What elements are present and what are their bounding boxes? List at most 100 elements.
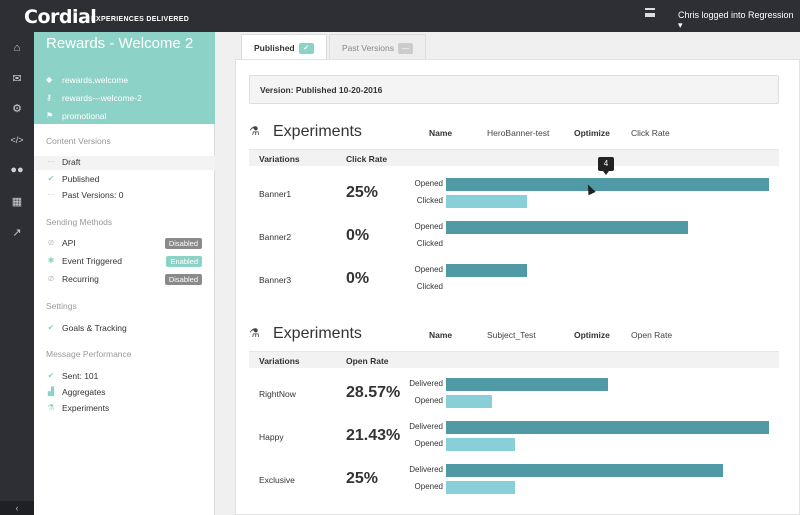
sending-method-label: API bbox=[62, 238, 76, 248]
flask-icon: ⚗ bbox=[47, 403, 55, 412]
settings-heading: Settings bbox=[46, 301, 77, 311]
disabled-icon: ⊘ bbox=[47, 274, 55, 283]
home-icon[interactable]: ⌂ bbox=[13, 42, 21, 54]
experiment-title: Experiments bbox=[273, 325, 362, 342]
opened-bar[interactable] bbox=[446, 178, 769, 191]
delivered-bar[interactable] bbox=[446, 464, 723, 477]
experiment-name-value: HeroBanner-test bbox=[487, 128, 550, 138]
flag-icon: ⚑ bbox=[46, 111, 54, 120]
bar-label: Delivered bbox=[409, 422, 443, 431]
bar-label: Opened bbox=[414, 222, 443, 231]
performance-label: Experiments bbox=[62, 403, 110, 413]
collapse-sidebar-button[interactable]: ‹ bbox=[0, 501, 34, 515]
opened-bar[interactable] bbox=[446, 438, 515, 451]
tab-published[interactable]: Published ✓ bbox=[241, 34, 327, 60]
tab-past-versions[interactable]: Past Versions — bbox=[329, 34, 426, 60]
experiment-optimize-label: Optimize bbox=[574, 128, 610, 138]
sending-methods-heading: Sending Methods bbox=[46, 217, 113, 227]
version-past[interactable]: ··· Past Versions: 0 bbox=[34, 189, 215, 203]
key-icon: ⚷ bbox=[46, 93, 52, 102]
users-icon[interactable]: ●● bbox=[10, 164, 24, 176]
variation-name: Happy bbox=[259, 432, 284, 442]
bar-label: Opened bbox=[414, 439, 443, 448]
top-bar: Cordial EXPERIENCES DELIVERED Chris logg… bbox=[0, 0, 800, 32]
bar-tooltip: 4 bbox=[598, 157, 614, 175]
code-icon[interactable]: </> bbox=[10, 135, 24, 145]
rate-column: Open Rate bbox=[346, 356, 389, 366]
performance-aggregates[interactable]: ▟ Aggregates bbox=[34, 386, 215, 400]
performance-experiments[interactable]: ⚗ Experiments bbox=[34, 402, 215, 416]
opened-bar[interactable] bbox=[446, 264, 527, 277]
variation-name: Banner3 bbox=[259, 275, 292, 285]
experiment-header: ⚗ Experiments Name HeroBanner-test Optim… bbox=[249, 120, 779, 144]
bar-chart-icon: ▟ bbox=[47, 387, 55, 396]
check-icon: ✔ bbox=[47, 174, 55, 183]
variation-name: RightNow bbox=[259, 389, 296, 399]
experiment-column-header: Variations Click Rate bbox=[249, 149, 779, 166]
message-key: rewards---welcome-2 bbox=[62, 93, 142, 103]
table-icon[interactable]: ▦ bbox=[11, 196, 23, 208]
variation-name: Banner1 bbox=[259, 189, 292, 199]
bar-label: Delivered bbox=[409, 379, 443, 388]
chart-icon[interactable]: ↗ bbox=[12, 227, 22, 239]
version-banner: Version: Published 10-20-2016 bbox=[249, 75, 779, 104]
variation-row: Banner2 0% Opened Clicked bbox=[249, 218, 779, 258]
variation-rate: 25% bbox=[346, 470, 379, 487]
cogs-icon[interactable]: ⚙ bbox=[12, 103, 22, 115]
variations-column: Variations bbox=[259, 356, 300, 366]
tab-label: Past Versions bbox=[342, 43, 394, 53]
bar-label: Delivered bbox=[409, 465, 443, 474]
version-banner-text: Version: Published 10-20-2016 bbox=[260, 85, 383, 95]
sending-method-api[interactable]: ⊘ API Disabled bbox=[34, 237, 215, 251]
mail-icon[interactable]: ✉ bbox=[12, 73, 22, 85]
content-versions-heading: Content Versions bbox=[46, 136, 111, 146]
clicked-bar[interactable] bbox=[446, 195, 527, 208]
variation-rate: 28.57% bbox=[346, 384, 401, 401]
delivered-bar[interactable] bbox=[446, 421, 769, 434]
sending-method-label: Event Triggered bbox=[62, 256, 123, 266]
variation-name: Banner2 bbox=[259, 232, 292, 242]
status-badge: Disabled bbox=[164, 238, 202, 249]
sending-method-recurring[interactable]: ⊘ Recurring Disabled bbox=[34, 273, 215, 287]
main-content: Published ✓ Past Versions — Version: Publi… bbox=[215, 32, 800, 515]
sending-method-event-triggered[interactable]: ✱ Event Triggered Enabled bbox=[34, 255, 215, 269]
variation-rate: 25% bbox=[346, 184, 379, 201]
message-sidebar: Rewards - Welcome 2 ◆ rewards,welcome ⚷ … bbox=[34, 32, 215, 515]
check-icon: ✓ bbox=[298, 43, 314, 55]
opened-bar[interactable] bbox=[446, 481, 515, 494]
ellipsis-icon: ··· bbox=[47, 157, 55, 166]
version-draft[interactable]: ··· Draft bbox=[34, 156, 215, 170]
goals-tracking-link[interactable]: ✔ Goals & Tracking bbox=[34, 322, 215, 336]
bar-label: Clicked bbox=[416, 196, 443, 205]
experiment-title: Experiments bbox=[273, 123, 362, 140]
bar-label: Opened bbox=[414, 482, 443, 491]
experiment-name-label: Name bbox=[429, 330, 453, 340]
opened-bar[interactable] bbox=[446, 395, 492, 408]
experiment-column-header: Variations Open Rate bbox=[249, 351, 779, 368]
experiment-header: ⚗ Experiments Name Subject_Test Optimize… bbox=[249, 322, 779, 346]
enabled-icon: ✱ bbox=[47, 256, 55, 265]
logo-tagline: EXPERIENCES DELIVERED bbox=[91, 16, 190, 23]
left-nav: ⌂ ✉ ⚙ </> ●● ▦ ↗ ‹ bbox=[0, 32, 34, 515]
user-menu[interactable]: Chris logged into Regression ▾ bbox=[678, 10, 794, 30]
message-performance-heading: Message Performance bbox=[46, 349, 132, 359]
message-header: Rewards - Welcome 2 ◆ rewards,welcome ⚷ … bbox=[34, 32, 215, 124]
logo[interactable]: Cordial bbox=[24, 6, 97, 28]
experiment-name-value: Subject_Test bbox=[487, 330, 536, 340]
notifications-icon[interactable] bbox=[645, 8, 655, 17]
performance-label: Aggregates bbox=[62, 387, 106, 397]
goals-label: Goals & Tracking bbox=[62, 323, 127, 333]
opened-bar[interactable] bbox=[446, 221, 688, 234]
version-published[interactable]: ✔ Published bbox=[34, 173, 215, 187]
variation-rate: 0% bbox=[346, 270, 370, 287]
performance-sent[interactable]: ✔ Sent: 101 bbox=[34, 370, 215, 384]
variation-row: Happy 21.43% Delivered Opened bbox=[249, 418, 779, 458]
performance-label: Sent: 101 bbox=[62, 371, 99, 381]
version-label: Past Versions: 0 bbox=[62, 190, 124, 200]
sending-method-label: Recurring bbox=[62, 274, 99, 284]
experiment-optimize-value: Click Rate bbox=[631, 128, 670, 138]
delivered-bar[interactable] bbox=[446, 378, 608, 391]
experiment-optimize-value: Open Rate bbox=[631, 330, 673, 340]
status-badge: Enabled bbox=[166, 256, 202, 267]
variation-rate: 0% bbox=[346, 227, 370, 244]
